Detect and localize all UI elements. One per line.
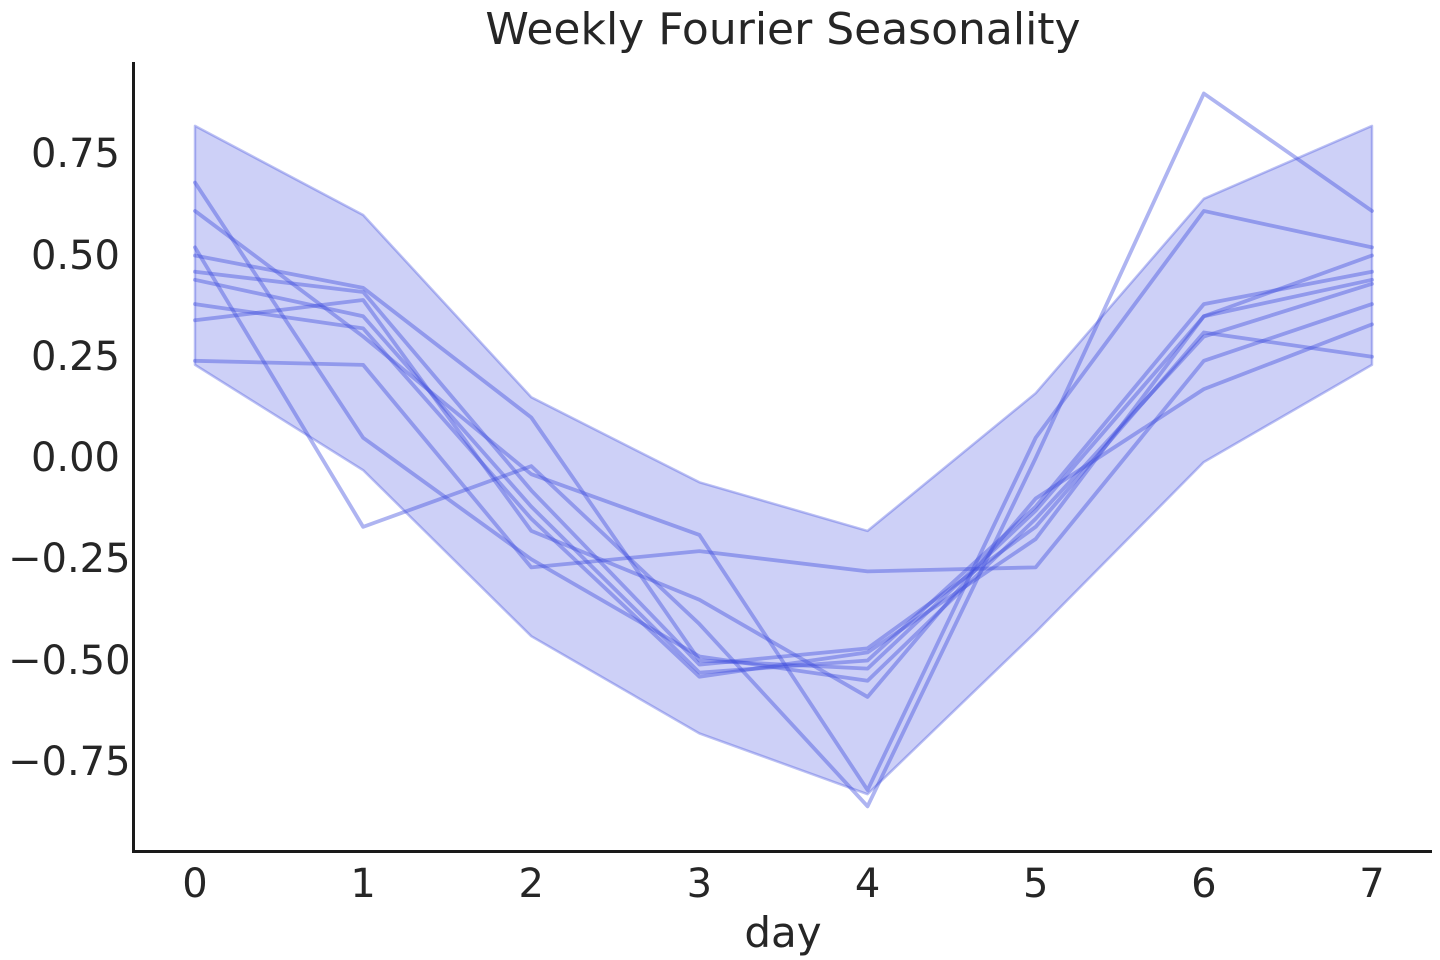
x-tick-label: 4: [854, 861, 881, 907]
sample-9-line: [193, 298, 1374, 699]
chart-title: Weekly Fourier Seasonality: [485, 4, 1081, 55]
y-tick-label: 0.50: [30, 232, 120, 279]
x-tick-label: 2: [518, 861, 544, 907]
sample-3-line: [193, 209, 1374, 792]
sample-8-line: [193, 277, 1374, 679]
y-tick-label: 0.25: [30, 333, 120, 380]
x-tick-label: 7: [1359, 861, 1385, 907]
x-tick-label: 6: [1191, 861, 1217, 907]
x-tick-label: 3: [686, 861, 713, 907]
sample-7-line: [193, 269, 1374, 675]
sample-4-line: [193, 253, 1374, 671]
y-tick-label: −0.50: [8, 637, 131, 684]
sample-5-line: [193, 269, 1374, 667]
x-tick-label: 0: [182, 861, 208, 907]
x-tick-label: 1: [350, 861, 376, 907]
y-tick-label: 0.75: [30, 131, 120, 178]
sample-1-line: [193, 91, 1374, 809]
y-tick-label: 0.00: [30, 435, 120, 481]
y-tick-label: −0.75: [8, 738, 131, 785]
uncertainty-band: [193, 124, 1374, 796]
y-tick-label: −0.25: [8, 536, 131, 583]
sample-2-line: [193, 180, 1374, 683]
x-axis-label: day: [744, 908, 822, 957]
x-tick-label: 5: [1022, 861, 1049, 907]
sample-6-line: [193, 302, 1374, 574]
